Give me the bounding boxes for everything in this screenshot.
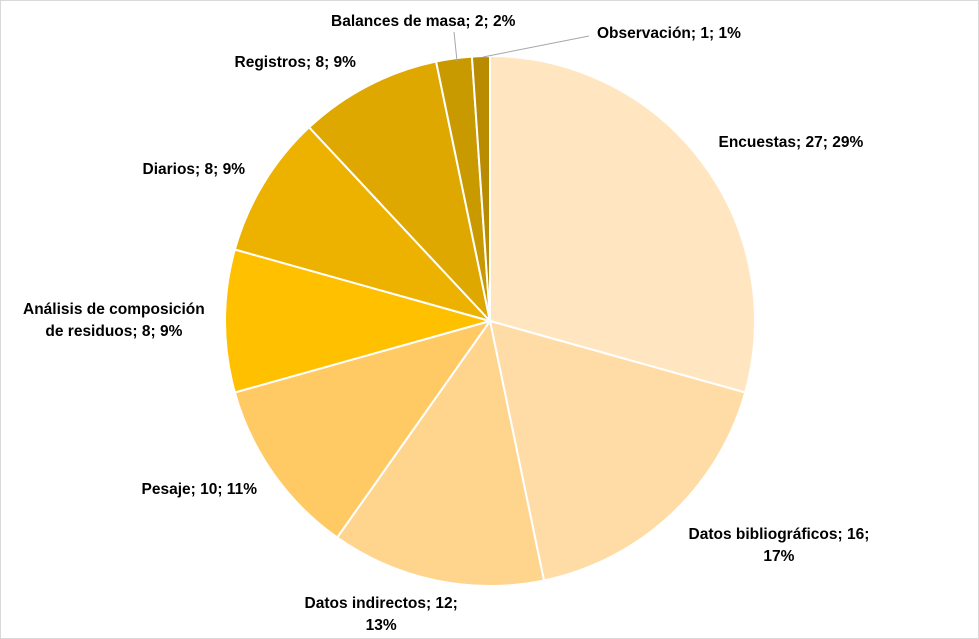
slice-label-line: 13% (365, 617, 397, 634)
pie-slice (224, 248, 494, 394)
slice-label-line: 17% (763, 548, 795, 565)
slice-label-line: Registros; 8; 9% (234, 54, 356, 71)
slice-label-line: Encuestas; 27; 29% (718, 134, 864, 151)
leader-line (482, 35, 590, 58)
slice-label-line: Análisis de composición (23, 301, 205, 318)
slice-label-line: Pesaje; 10; 11% (141, 481, 257, 498)
slice-label-line: Diarios; 8; 9% (142, 161, 246, 178)
slice-label: Diarios; 8; 9% (143, 159, 246, 181)
slice-label: Balances de masa; 2; 2% (331, 11, 515, 33)
slice-label-line: Balances de masa; 2; 2% (331, 13, 516, 30)
leader-line (453, 31, 458, 62)
slice-label: Datos indirectos; 12; 13% (305, 593, 458, 637)
slice-label-line: de residuos; 8; 9% (45, 323, 183, 340)
slice-label-line: Datos bibliográficos; 16; (688, 526, 870, 543)
pie-slice (233, 125, 494, 323)
pie-slice (307, 60, 492, 325)
slice-label: Observación; 1; 1% (597, 23, 741, 45)
slice-label-line: Observación; 1; 1% (597, 25, 741, 42)
slice-label: Datos bibliográficos; 16; 17% (689, 524, 870, 568)
slice-label: Análisis de composición de residuos; 8; 9… (23, 299, 205, 343)
slice-label: Encuestas; 27; 29% (719, 132, 864, 154)
slice-label: Pesaje; 10; 11% (142, 479, 257, 501)
slice-label-line: Datos indirectos; 12; (304, 595, 458, 612)
pie-slice (489, 54, 756, 394)
pie-slice (335, 318, 546, 587)
pie-slice (488, 319, 747, 582)
slice-label: Registros; 8; 9% (235, 52, 356, 74)
